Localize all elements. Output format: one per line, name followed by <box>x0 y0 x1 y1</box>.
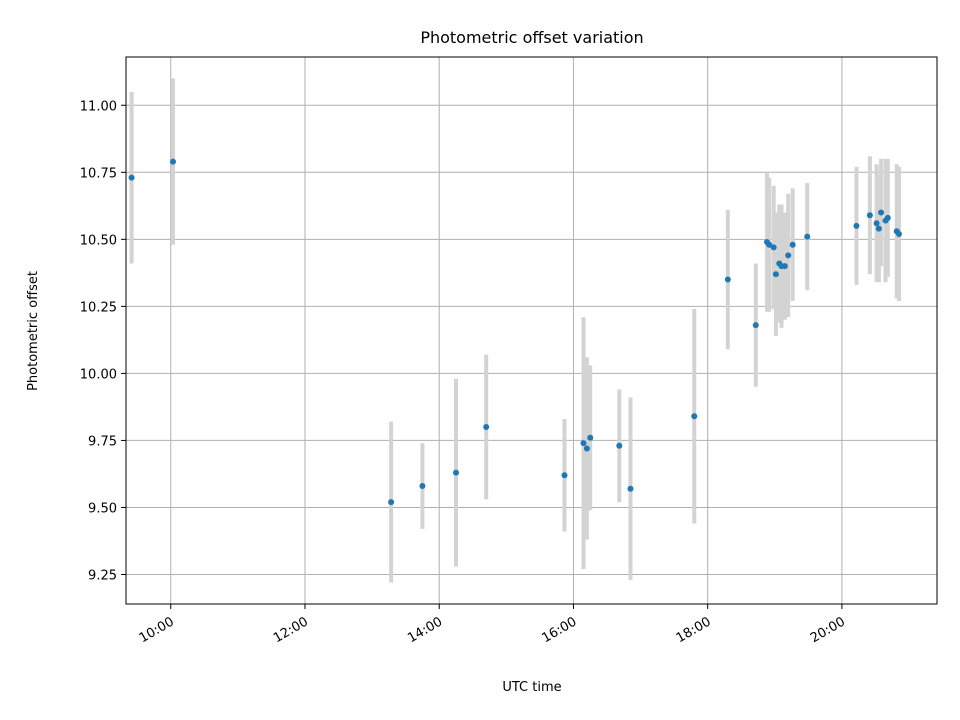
data-point <box>873 220 880 227</box>
data-point <box>770 244 777 251</box>
y-tick-label: 10.00 <box>80 367 117 382</box>
data-point <box>169 158 176 165</box>
grid <box>126 57 937 604</box>
data-point <box>724 276 731 283</box>
data-point <box>561 472 568 479</box>
y-tick-label: 10.50 <box>80 233 117 248</box>
data-point <box>627 485 634 492</box>
data-point <box>789 241 796 248</box>
data-point <box>772 271 779 278</box>
data-point <box>452 469 459 476</box>
data-point <box>804 233 811 240</box>
data-point <box>875 225 882 232</box>
y-tick-label: 9.25 <box>88 569 117 584</box>
chart-title: Photometric offset variation <box>420 28 643 47</box>
data-point <box>781 263 788 270</box>
data-point <box>587 434 594 441</box>
y-tick-label: 11.00 <box>80 99 117 114</box>
y-tick-label: 9.75 <box>88 434 117 449</box>
data-point <box>878 209 885 216</box>
data-point <box>853 222 860 229</box>
data-point <box>616 442 623 449</box>
y-tick-label: 10.75 <box>80 166 117 181</box>
data-point <box>752 322 759 329</box>
y-tick-label: 9.50 <box>88 501 117 516</box>
data-point <box>583 445 590 452</box>
data-point <box>766 241 773 248</box>
x-axis-label: UTC time <box>502 680 561 695</box>
y-axis-ticks: 9.25 9.50 9.75 10.00 10.25 10.50 10.75 11.00 <box>80 99 126 584</box>
data-point <box>580 440 587 447</box>
data-point <box>895 230 902 237</box>
data-point <box>128 174 135 181</box>
data-point <box>785 252 792 259</box>
plot-frame <box>125 56 938 605</box>
data-points <box>128 158 902 506</box>
y-axis-label: Photometric offset <box>26 271 41 391</box>
data-point <box>866 212 873 219</box>
data-point <box>419 483 426 490</box>
data-point <box>483 424 490 431</box>
data-point <box>691 413 698 420</box>
data-point <box>388 499 395 506</box>
data-point <box>884 214 891 221</box>
y-tick-label: 10.25 <box>80 300 117 315</box>
